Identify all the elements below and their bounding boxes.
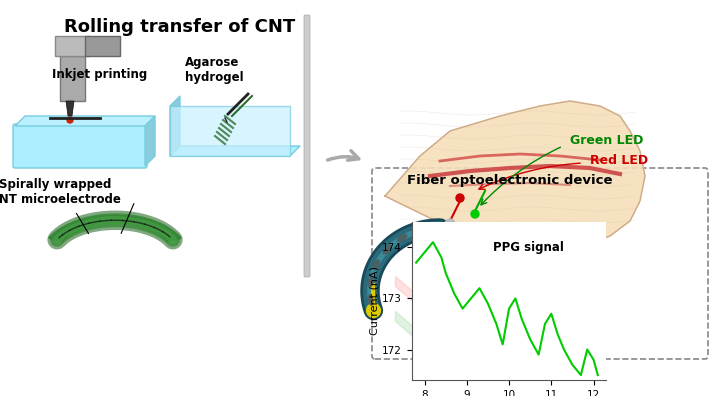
Polygon shape: [145, 116, 155, 166]
FancyBboxPatch shape: [13, 124, 147, 168]
Polygon shape: [170, 96, 180, 156]
Polygon shape: [85, 36, 120, 56]
Ellipse shape: [397, 234, 408, 242]
Circle shape: [67, 117, 73, 123]
Polygon shape: [55, 36, 90, 56]
Y-axis label: Current (nA): Current (nA): [369, 267, 379, 335]
Text: PPG signal: PPG signal: [493, 241, 564, 254]
Text: Inkjet printing: Inkjet printing: [52, 68, 148, 81]
Text: Spirally wrapped
CNT microelectrode: Spirally wrapped CNT microelectrode: [0, 178, 120, 206]
Polygon shape: [60, 56, 85, 101]
Polygon shape: [170, 146, 300, 156]
FancyBboxPatch shape: [304, 15, 310, 277]
Text: Red LED: Red LED: [590, 154, 648, 168]
Polygon shape: [170, 106, 290, 156]
Text: Green LED: Green LED: [570, 135, 644, 147]
Ellipse shape: [434, 225, 446, 231]
Ellipse shape: [368, 276, 374, 288]
Circle shape: [456, 194, 464, 202]
Circle shape: [445, 219, 455, 229]
Text: Agarose
hydrogel: Agarose hydrogel: [185, 56, 243, 84]
Ellipse shape: [373, 259, 380, 270]
FancyBboxPatch shape: [372, 168, 708, 359]
Ellipse shape: [415, 227, 426, 234]
Polygon shape: [15, 116, 155, 126]
Ellipse shape: [368, 294, 374, 306]
Text: Fiber optoelectronic device: Fiber optoelectronic device: [408, 174, 613, 187]
Text: Rolling transfer of CNT: Rolling transfer of CNT: [64, 18, 296, 36]
Polygon shape: [66, 101, 74, 116]
Circle shape: [471, 210, 479, 218]
Ellipse shape: [382, 245, 392, 255]
Polygon shape: [385, 101, 645, 248]
